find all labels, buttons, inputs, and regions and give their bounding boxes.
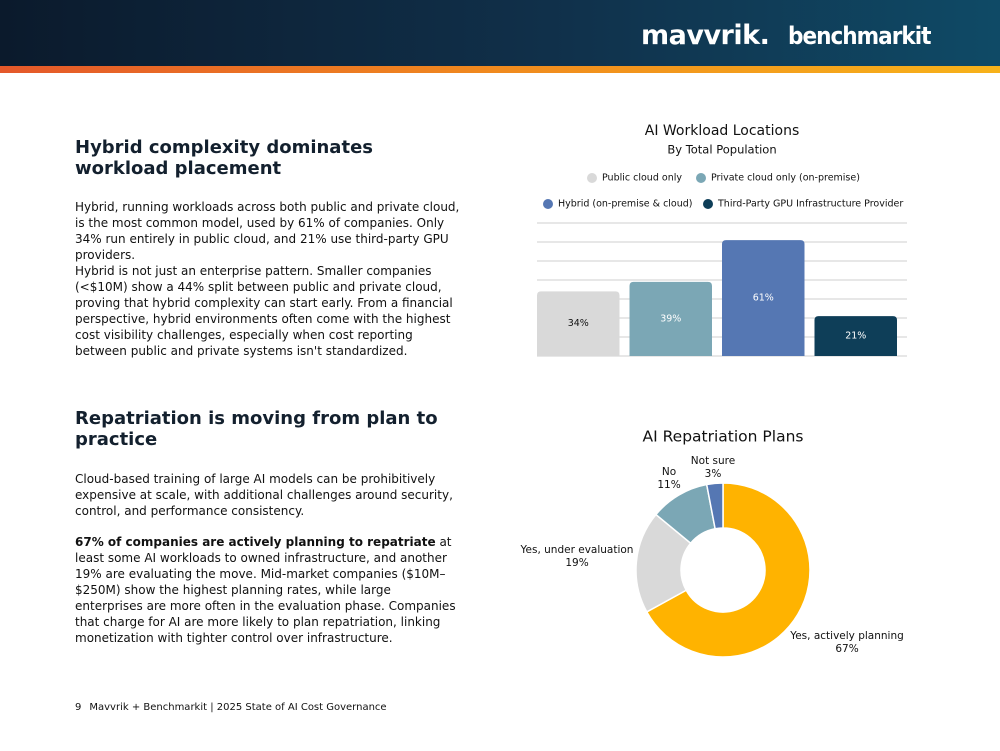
slice-value: 11% bbox=[657, 479, 680, 491]
data-label: 61% bbox=[753, 293, 774, 304]
legend-swatch bbox=[587, 173, 597, 183]
footer-text: Mavvrik + Benchmarkit | 2025 State of AI… bbox=[89, 702, 387, 713]
legend-swatch bbox=[703, 199, 713, 209]
data-label: 34% bbox=[568, 318, 589, 329]
logo-benchmarkit: benchmarkit bbox=[788, 22, 931, 50]
slice-label: Yes, under evaluation bbox=[520, 544, 634, 556]
paragraph: 67% of companies are actively planning t… bbox=[75, 534, 460, 646]
legend-swatch bbox=[696, 173, 706, 183]
slice-label: Yes, actively planning bbox=[789, 630, 904, 642]
bar bbox=[629, 281, 712, 356]
slice-value: 19% bbox=[565, 557, 588, 569]
accent-stripe bbox=[0, 66, 1000, 73]
legend-label: Public cloud only bbox=[602, 173, 682, 184]
section-heading: Repatriation is moving from plan to prac… bbox=[75, 408, 438, 450]
footer: 9 Mavvrik + Benchmarkit | 2025 State of A… bbox=[75, 702, 395, 713]
data-label: 39% bbox=[660, 313, 681, 324]
legend-swatch bbox=[543, 199, 553, 209]
legend-label: Private cloud only (on-premise) bbox=[711, 173, 860, 184]
donut-slice bbox=[705, 482, 724, 530]
slice-label: No bbox=[662, 466, 676, 478]
text: at least some AI workloads to owned infr… bbox=[75, 535, 456, 645]
data-label: 21% bbox=[845, 331, 866, 342]
header-band: mavvrik. benchmarkit bbox=[0, 0, 1000, 66]
chart-title: AI Workload Locations bbox=[645, 123, 800, 139]
donut-slice bbox=[645, 482, 811, 658]
bold-text: 67% of companies are actively planning t… bbox=[75, 535, 436, 549]
paragraph: Hybrid, running workloads across both pu… bbox=[75, 200, 460, 262]
page-number: 9 bbox=[75, 702, 82, 713]
section-heading: Hybrid complexity dominates workload pla… bbox=[75, 137, 373, 179]
logo-mavvrik: mavvrik. bbox=[641, 20, 770, 51]
bar bbox=[722, 240, 805, 356]
slice-label: Not sure bbox=[691, 455, 735, 467]
bar bbox=[814, 316, 897, 356]
chart-subtitle: By Total Population bbox=[667, 143, 776, 157]
legend-label: Hybrid (on-premise & cloud) bbox=[558, 199, 693, 210]
paragraph: Hybrid is not just an enterprise pattern… bbox=[75, 264, 453, 358]
legend-label: Third-Party GPU Infrastructure Provider bbox=[717, 199, 903, 210]
slice-value: 67% bbox=[835, 643, 858, 655]
bar bbox=[537, 291, 620, 356]
chart-title: AI Repatriation Plans bbox=[643, 428, 804, 446]
slice-value: 3% bbox=[705, 468, 722, 480]
paragraph: Cloud-based training of large AI models … bbox=[75, 472, 453, 518]
